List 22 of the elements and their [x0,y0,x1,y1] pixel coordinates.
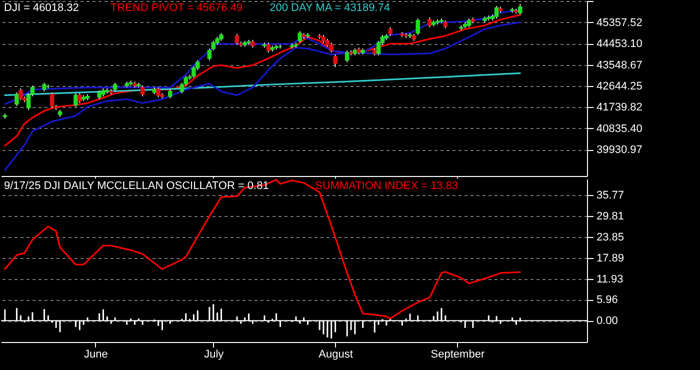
y-tick-label: 11.93 [596,273,624,286]
x-tick-label: August [318,348,353,360]
series-label: SUMMATION INDEX = 13.83 [315,180,458,192]
y-tick-label: 40835.40 [596,122,642,135]
y-tick-label: 44453.10 [596,38,642,50]
y-tick-label: 5.96 [596,294,618,306]
y-tick-label: 23.85 [596,232,624,244]
text: 200 DAY MA = 43189.74 [270,2,390,14]
x-tick-label: June [84,348,108,360]
y-tick-label: 41739.82 [596,102,642,114]
chart-title: DJI = 46018.32 [4,2,79,14]
x-tick-label: September [430,348,485,360]
y-tick-label: 43548.67 [596,59,642,72]
y-tick-label: 17.89 [596,252,624,264]
x-tick-label: July [204,348,224,360]
y-tick-label: 39930.97 [596,144,642,156]
y-tick-label: 29.81 [596,210,624,223]
y-tick-label: 42644.25 [596,80,642,92]
text: TREND PIVOT = 45676.49 [110,2,243,14]
y-tick-label: 0.00 [596,315,618,328]
y-tick-label: 45357.52 [596,16,642,29]
y-tick-label: 35.77 [596,190,624,202]
